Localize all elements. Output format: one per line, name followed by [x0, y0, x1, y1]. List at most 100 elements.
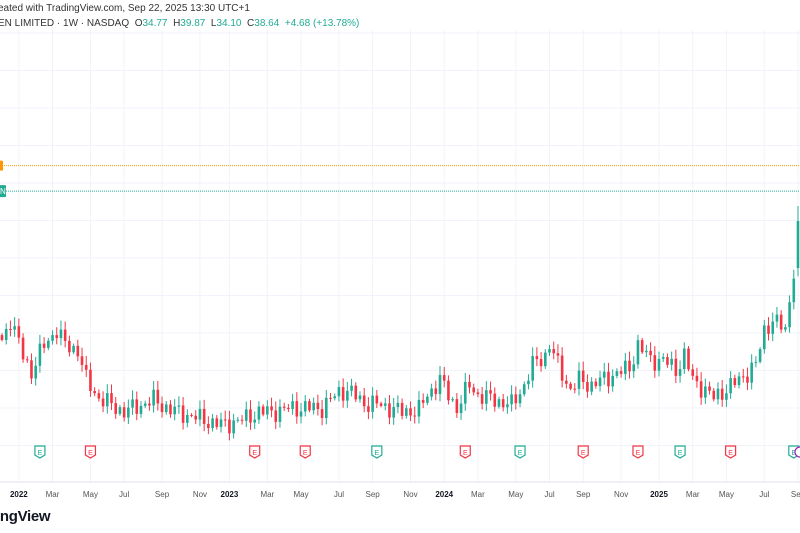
candle-body — [607, 371, 610, 387]
candle-body — [358, 395, 362, 400]
candle-body — [708, 386, 711, 391]
candle-body — [653, 355, 657, 371]
candle-body — [792, 278, 796, 303]
candle-body — [118, 407, 122, 414]
earnings-label: E — [728, 450, 733, 457]
candle-body — [447, 380, 450, 401]
candle-body — [548, 349, 551, 353]
x-tick-label: Sep — [366, 490, 381, 499]
candle-body — [249, 409, 252, 423]
candle-body — [34, 365, 37, 379]
candle-body — [13, 326, 16, 330]
candle-body — [522, 384, 526, 395]
candle-body — [148, 403, 151, 406]
candle-body — [76, 345, 80, 357]
earnings-badge — [632, 445, 644, 459]
candle-body — [68, 340, 71, 353]
candle-body — [274, 410, 278, 422]
candle-body — [763, 325, 766, 350]
candle-body — [682, 348, 686, 370]
candle-body — [758, 349, 762, 362]
x-tick-label: Sep — [576, 490, 591, 499]
change-value: +4.68 (+13.78%) — [284, 18, 360, 29]
candle-body — [202, 408, 206, 424]
candle-body — [771, 321, 775, 334]
candle-body — [127, 407, 130, 418]
candle-body — [379, 403, 383, 406]
candle-body — [632, 364, 636, 372]
candle-body — [560, 355, 564, 381]
candle-body — [720, 388, 724, 400]
candle-body — [405, 408, 408, 416]
earnings-badge — [34, 445, 46, 459]
tradingview-logo[interactable]: ingView — [0, 508, 51, 525]
candle-body — [152, 389, 155, 406]
x-tick-label: May — [719, 490, 734, 499]
x-tick-label: Mar — [260, 490, 274, 499]
close-value: 38.64 — [254, 18, 280, 29]
candle-body — [320, 409, 324, 418]
open-label: O — [134, 18, 143, 29]
candle-body — [628, 360, 631, 372]
candle-body — [295, 401, 299, 417]
candle-body — [51, 335, 54, 341]
candle-body — [194, 415, 198, 420]
candle-body — [598, 377, 602, 387]
candle-body — [577, 370, 581, 389]
candle-body — [388, 403, 391, 418]
candle-body — [261, 406, 265, 415]
candle-body — [788, 302, 791, 328]
earnings-badge — [84, 445, 97, 459]
x-tick-label: Nov — [403, 490, 417, 499]
candle-body — [9, 328, 12, 330]
candle-body — [455, 399, 459, 414]
candle-body — [463, 381, 467, 404]
candle-body — [674, 358, 678, 376]
price-marker-label: N — [0, 187, 6, 196]
candle-body — [30, 360, 33, 379]
candle-body — [164, 404, 168, 413]
candle-body — [640, 340, 644, 353]
x-tick-label: Nov — [193, 490, 207, 499]
candle-body — [173, 406, 176, 415]
candle-body — [169, 404, 172, 415]
candle-body — [156, 389, 160, 404]
price-marker-green — [0, 185, 6, 198]
x-tick-label: Jul — [759, 490, 769, 499]
earnings-label: E — [581, 450, 586, 457]
candle-body — [506, 404, 509, 408]
candle-body — [324, 397, 328, 418]
x-tick-label: Mar — [471, 490, 485, 499]
candle-body — [80, 356, 84, 365]
earnings-badge — [514, 445, 526, 459]
x-tick-label: May — [83, 490, 98, 499]
candle-body — [371, 395, 374, 412]
candle-body — [687, 348, 690, 370]
candle-body — [767, 325, 770, 334]
candle-body — [25, 359, 29, 361]
candle-body — [139, 405, 143, 414]
candle-body — [299, 411, 303, 417]
candle-body — [42, 343, 46, 348]
x-tick-label: Mar — [686, 490, 700, 499]
close-label: C — [247, 18, 255, 29]
candle-body — [518, 394, 522, 404]
candle-body — [666, 357, 669, 365]
candle-body — [308, 401, 311, 411]
candle-body — [729, 378, 732, 394]
candle-body — [114, 403, 118, 414]
candle-body — [413, 415, 417, 417]
candle-body — [493, 393, 497, 407]
candle-body — [0, 335, 4, 340]
candle-body — [253, 419, 256, 423]
candle-body — [55, 335, 59, 339]
candle-body — [779, 314, 783, 330]
candle-body — [678, 369, 682, 376]
candle-body — [480, 394, 484, 404]
candle-body — [177, 405, 181, 407]
candle-body — [236, 419, 240, 421]
earnings-label: E — [463, 450, 468, 457]
candle-body — [581, 370, 585, 383]
created-with-text: eated with TradingView.com, Sep 22, 2025… — [0, 3, 250, 14]
